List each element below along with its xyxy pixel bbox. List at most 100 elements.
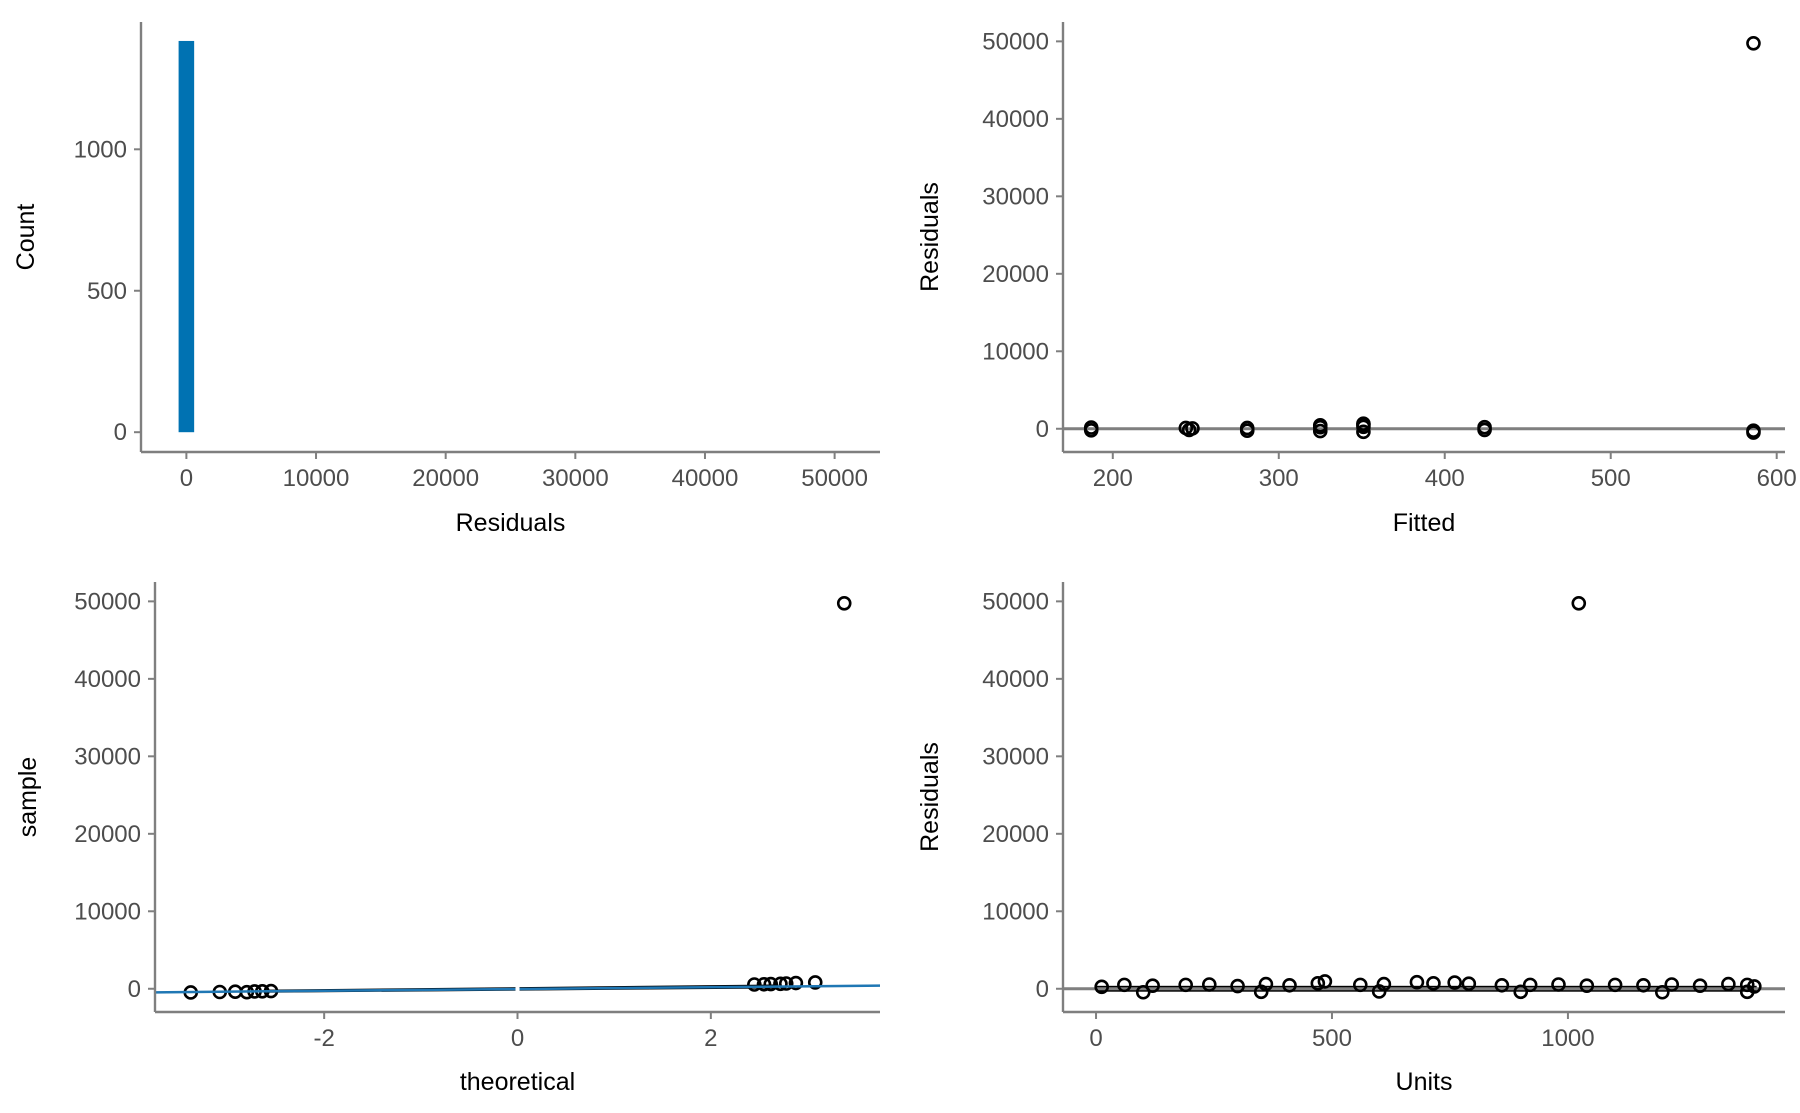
data-point (1571, 596, 1587, 611)
data-point (1579, 978, 1595, 993)
data-point (1655, 984, 1670, 1000)
data-point (1664, 977, 1680, 992)
data-point (1551, 977, 1566, 992)
x-tick-label: 20000 (412, 465, 479, 492)
data-point (1282, 977, 1297, 993)
x-tick-label: 30000 (542, 465, 609, 492)
data-point (1352, 977, 1368, 993)
x-axis-title: theoretical (460, 1068, 575, 1096)
data-point (1317, 974, 1333, 989)
x-tick-label: 0 (180, 465, 193, 492)
data-point (1185, 421, 1200, 436)
x-tick-label: 500 (1312, 1025, 1352, 1052)
data-point (1356, 424, 1371, 440)
x-tick-label: 0 (1089, 1025, 1102, 1052)
data-point (1312, 417, 1328, 433)
data-point (788, 975, 804, 991)
data-point (1117, 977, 1132, 993)
y-tick-label: 20000 (982, 821, 1049, 848)
x-tick-label: 2 (704, 1025, 717, 1052)
data-point (1253, 984, 1269, 1000)
y-tick-label: 50000 (982, 28, 1049, 55)
x-axis-title: Fitted (1393, 509, 1456, 537)
data-point (1461, 976, 1477, 992)
data-point (1083, 420, 1099, 435)
y-tick-label: 40000 (74, 666, 141, 693)
data-point (1239, 420, 1255, 436)
y-tick-label: 0 (1036, 976, 1049, 1003)
y-tick-label: 40000 (982, 666, 1049, 693)
data-point (1477, 419, 1492, 435)
x-axis-title: Residuals (456, 509, 566, 537)
y-tick-label: 50000 (982, 588, 1049, 615)
y-tick-label: 0 (1036, 416, 1049, 443)
data-point (1739, 977, 1755, 993)
data-point (1356, 416, 1371, 432)
x-tick-label: 50000 (801, 465, 868, 492)
panel-qq-plot: -2 0 2 0 10000 20000 30000 40000 50000 theoretica… (14, 582, 881, 1096)
data-point (773, 976, 788, 992)
data-point (807, 975, 823, 990)
data-point (1721, 976, 1736, 992)
y-tick-label: 50000 (74, 588, 141, 615)
x-tick-label: -2 (313, 1025, 334, 1052)
x-tick-label: 400 (1425, 465, 1465, 492)
x-tick-label: 0 (511, 1025, 524, 1052)
data-point (1746, 423, 1761, 438)
data-point (1135, 984, 1151, 1000)
y-tick-label: 30000 (74, 743, 141, 770)
data-point (1607, 977, 1623, 993)
data-point (1513, 984, 1529, 1000)
y-tick-label: 10000 (982, 898, 1049, 925)
panel-residuals-vs-fitted: 200 300 400 500 600 0 10000 20000 30000 40000 5000… (916, 22, 1797, 537)
y-axis-title: Residuals (916, 182, 944, 292)
x-axis-title: Units (1396, 1068, 1453, 1096)
data-point (1178, 977, 1193, 993)
y-axis-title: Residuals (916, 742, 944, 852)
histogram-bar (178, 40, 195, 433)
y-tick-label: 0 (114, 419, 127, 446)
y-tick-label: 20000 (74, 821, 141, 848)
data-point (1739, 984, 1755, 1000)
data-point (1230, 978, 1245, 994)
data-point (1692, 978, 1708, 993)
data-point (747, 977, 762, 992)
y-tick-label: 10000 (74, 898, 141, 925)
y-tick-label: 30000 (982, 183, 1049, 210)
y-tick-label: 40000 (982, 106, 1049, 133)
x-tick-label: 1000 (1541, 1025, 1594, 1052)
x-tick-label: 200 (1093, 465, 1133, 492)
y-axis-title: sample (14, 757, 42, 838)
x-tick-label: 600 (1757, 465, 1797, 492)
x-tick-label: 10000 (283, 465, 350, 492)
y-tick-label: 500 (87, 278, 127, 305)
x-tick-label: 500 (1591, 465, 1631, 492)
data-point (1145, 978, 1160, 993)
data-point (778, 976, 794, 991)
y-tick-label: 20000 (982, 261, 1049, 288)
y-tick-label: 30000 (982, 743, 1049, 770)
data-point (1494, 977, 1510, 993)
data-point (836, 596, 852, 611)
y-axis-title: Count (12, 204, 40, 271)
x-tick-label: 40000 (672, 465, 739, 492)
data-point (1522, 977, 1538, 993)
data-point (1746, 36, 1761, 51)
data-point (1447, 975, 1462, 990)
data-point (1094, 979, 1109, 995)
x-tick-label: 300 (1259, 465, 1299, 492)
panel-residuals-vs-units: 0 500 100001000020000300004000050000UnitsR… (916, 582, 1785, 1096)
data-point (756, 976, 772, 992)
data-point (763, 976, 779, 992)
y-tick-label: 0 (128, 976, 141, 1003)
data-point (1371, 984, 1387, 999)
y-tick-label: 1000 (74, 136, 127, 163)
data-point (1310, 976, 1326, 991)
data-point (1201, 977, 1217, 992)
data-point (1426, 976, 1441, 991)
data-point (1636, 977, 1651, 993)
panel-residual-histogram: 0 10000 20000 30000 40000 50000 0 500 1000 Residu… (12, 22, 880, 537)
y-tick-label: 10000 (982, 338, 1049, 365)
data-point (1409, 974, 1425, 990)
